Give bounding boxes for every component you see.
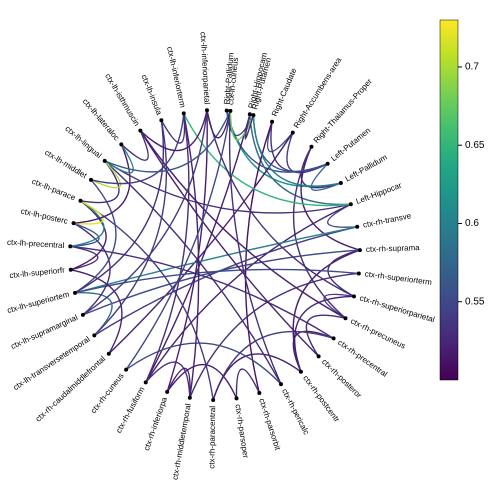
node-label: ctx-lh-parace: [31, 177, 78, 203]
node-tick: [107, 352, 111, 356]
chord-edge: [227, 110, 341, 186]
node-tick: [119, 142, 123, 146]
node-label: ctx-rh-parsoper: [233, 404, 250, 459]
node-tick: [235, 396, 239, 400]
node-tick: [144, 380, 148, 384]
node-label: ctx-lh-superiortem: [6, 290, 70, 315]
node-label: ctx-rh-suprama: [366, 243, 421, 254]
node-tick: [188, 396, 192, 400]
node-label: ctx-rh-posteror: [320, 357, 364, 400]
node-label: ctx-lh-insula: [140, 73, 164, 116]
colorbar: 0.55 0.6 0.65 0.7: [440, 20, 485, 380]
colorbar-tick-label: 0.55: [465, 296, 485, 307]
node-tick: [205, 108, 209, 112]
chord-edge: [126, 111, 230, 370]
edges-group: [70, 110, 360, 400]
node-tick: [228, 109, 232, 113]
node-label: ctx-rh-superiorparietal: [359, 293, 436, 324]
node-tick: [317, 354, 321, 358]
colorbar-tick-label: 0.65: [465, 140, 485, 151]
node-tick: [72, 221, 76, 225]
node-tick: [355, 225, 359, 229]
node-label: Left-Hippocar: [355, 181, 403, 206]
node-label: Left-Pallidum: [344, 152, 389, 183]
colorbar-gradient: [440, 20, 458, 380]
colorbar-tick-label: 0.7: [465, 62, 479, 73]
node-label: ctx-rh-superiorterm: [364, 269, 432, 287]
node-tick: [358, 248, 362, 252]
node-tick: [182, 111, 186, 115]
node-tick: [326, 162, 330, 166]
node-label: Left-Putamen: [329, 126, 372, 163]
node-tick: [124, 368, 128, 372]
chord-edge: [230, 111, 281, 384]
node-tick: [343, 316, 347, 320]
node-label: ctx-lh-precentral: [7, 238, 65, 250]
chord-edge: [236, 369, 259, 398]
node-tick: [79, 199, 83, 203]
node-label: ctx-lh-middlet: [43, 148, 89, 181]
node-tick: [352, 294, 356, 298]
node-label: ctx-rh-precuneus: [349, 316, 407, 350]
node-label: ctx-rh-pericalc: [280, 387, 311, 436]
node-tick: [81, 313, 85, 317]
chord-edge: [74, 223, 111, 315]
node-tick: [309, 145, 313, 149]
node-label: ctx-rh-inferiorpa: [142, 395, 169, 451]
node-tick: [257, 391, 261, 395]
node-label: ctx-lh-inferiorparietal: [199, 32, 212, 105]
node-label: ctx-rh-fusiform: [114, 385, 146, 434]
node-label: ctx-rh-middletemporal: [171, 403, 193, 481]
node-tick: [165, 390, 169, 394]
node-tick: [89, 178, 93, 182]
chord-diagram: Right-PallidumRight-HippocamRight-Caudat…: [0, 0, 500, 500]
node-label: ctx-rh-paracentral: [207, 406, 217, 469]
node-label: ctx-lh-superiorfr: [9, 266, 66, 281]
node-tick: [103, 159, 107, 163]
colorbar-tick-label: 0.6: [465, 218, 479, 229]
chord-edge: [184, 113, 199, 397]
node-label: ctx-lh-inferiorterm: [165, 46, 187, 109]
node-label: ctx-rh-precentral: [336, 338, 389, 379]
node-tick: [270, 120, 274, 124]
node-tick: [251, 113, 255, 117]
chord-edge: [301, 147, 360, 250]
node-tick: [138, 129, 142, 133]
node-tick: [68, 244, 72, 248]
node-tick: [69, 268, 73, 272]
node-tick: [211, 398, 215, 402]
chord-edge: [190, 273, 359, 397]
node-label: ctx-lh-posterc: [20, 207, 69, 226]
node-tick: [291, 131, 295, 135]
node-label: ctx-rh-transve: [362, 211, 412, 229]
chord-edge: [75, 293, 112, 336]
node-tick: [349, 202, 353, 206]
node-label: ctx-rh-parsorbit: [257, 397, 282, 452]
node-label: ctx-lh-lateraloc: [81, 97, 121, 143]
node-label: ctx-lh-lingual: [63, 124, 103, 160]
node-tick: [332, 336, 336, 340]
node-label: ctx-rh-postcentr: [301, 374, 341, 424]
node-tick: [279, 382, 283, 386]
node-label: ctx-lh-isthmuscin: [103, 72, 141, 128]
node-label: Right-Caudate: [270, 66, 299, 117]
node-tick: [73, 291, 77, 295]
node-tick: [92, 333, 96, 337]
node-tick: [159, 118, 163, 122]
node-tick: [299, 370, 303, 374]
node-tick: [225, 108, 229, 112]
node-tick: [357, 271, 361, 275]
node-tick: [248, 112, 252, 116]
node-label: ctx-rh-cuneus: [89, 371, 126, 415]
node-tick: [339, 181, 343, 185]
